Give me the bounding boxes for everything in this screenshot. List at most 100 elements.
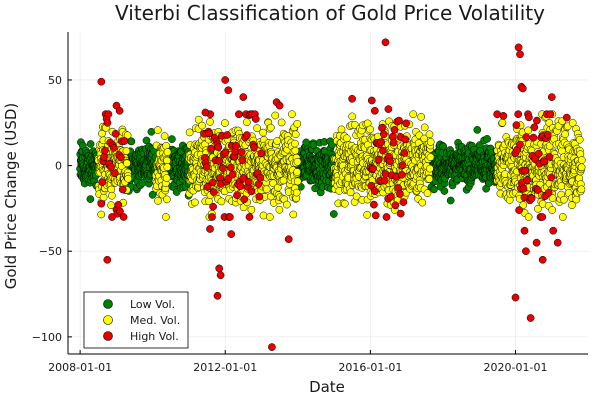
data-point xyxy=(275,205,284,214)
data-point xyxy=(162,213,170,221)
data-point xyxy=(97,199,106,208)
data-point xyxy=(251,115,260,123)
data-point xyxy=(163,195,171,204)
data-point xyxy=(207,144,215,153)
data-point xyxy=(516,50,524,59)
data-point xyxy=(399,198,408,206)
data-point xyxy=(426,138,435,146)
data-point xyxy=(201,108,210,117)
data-point xyxy=(115,106,124,115)
data-point xyxy=(512,121,521,129)
data-point xyxy=(97,77,106,86)
chart-title: Viterbi Classification of Gold Price Vol… xyxy=(115,1,545,25)
data-point xyxy=(223,131,232,139)
legend-marker xyxy=(103,315,113,325)
data-point xyxy=(363,210,371,219)
data-point xyxy=(291,139,299,148)
data-point xyxy=(401,135,410,144)
data-point xyxy=(397,170,406,179)
data-point xyxy=(547,93,556,101)
axes: 2008-01-01 2012-01-01 2016-01-01 2020-01-01… xyxy=(32,32,588,374)
data-point xyxy=(198,121,206,130)
data-point xyxy=(534,149,543,158)
data-point xyxy=(215,264,224,273)
data-point xyxy=(523,176,531,184)
data-point xyxy=(109,143,118,152)
data-point xyxy=(117,153,125,162)
data-point xyxy=(288,110,296,119)
data-point xyxy=(232,141,241,150)
data-point xyxy=(262,185,271,194)
data-point xyxy=(240,195,249,204)
data-point xyxy=(446,196,455,205)
data-point xyxy=(396,209,405,218)
data-point xyxy=(160,132,169,140)
data-point xyxy=(515,206,523,214)
data-point xyxy=(418,198,427,207)
data-point xyxy=(561,130,570,139)
data-point xyxy=(138,179,147,187)
data-point xyxy=(247,187,256,196)
legend-label: Low Vol. xyxy=(130,298,175,311)
data-point xyxy=(205,129,214,138)
data-point xyxy=(147,127,156,136)
data-point xyxy=(124,174,133,183)
data-point xyxy=(370,200,378,209)
data-point xyxy=(107,163,115,171)
data-point xyxy=(194,115,203,124)
data-point xyxy=(337,125,346,134)
data-point xyxy=(257,149,266,158)
x-tick-label: 2008-01-01 xyxy=(48,361,112,374)
data-point xyxy=(398,161,407,170)
data-point xyxy=(558,147,566,155)
data-point xyxy=(348,94,356,103)
data-point xyxy=(499,112,508,120)
data-point xyxy=(153,126,162,134)
data-point xyxy=(202,163,211,171)
data-point xyxy=(380,176,389,185)
y-tick-label: −100 xyxy=(32,331,62,344)
data-point xyxy=(185,128,194,137)
data-point xyxy=(518,84,527,93)
data-point xyxy=(293,177,302,186)
data-point xyxy=(549,226,558,235)
data-point xyxy=(302,138,311,147)
data-point xyxy=(379,146,387,155)
data-point xyxy=(409,110,418,119)
data-point xyxy=(191,198,199,207)
data-point xyxy=(529,133,538,142)
data-point xyxy=(483,135,491,143)
data-point xyxy=(562,113,571,122)
data-point xyxy=(293,168,301,176)
data-point xyxy=(218,164,227,173)
data-point xyxy=(340,199,349,208)
data-point xyxy=(227,230,236,238)
data-point xyxy=(514,43,523,52)
data-point xyxy=(390,126,399,134)
legend-marker xyxy=(103,331,113,341)
data-point xyxy=(209,178,217,187)
data-point xyxy=(396,190,404,198)
data-point xyxy=(473,126,482,134)
data-point xyxy=(226,213,234,221)
data-point xyxy=(236,182,245,191)
data-point xyxy=(103,118,112,127)
data-point xyxy=(209,188,218,196)
data-point xyxy=(217,197,226,206)
data-point xyxy=(381,170,390,178)
data-point xyxy=(374,155,383,164)
data-point xyxy=(242,118,251,127)
data-point xyxy=(525,113,533,122)
y-tick-label: −50 xyxy=(39,245,62,258)
data-point xyxy=(255,192,264,201)
data-point xyxy=(379,130,388,139)
data-point xyxy=(538,255,547,264)
data-point xyxy=(426,153,435,162)
data-point xyxy=(519,201,528,210)
data-point xyxy=(389,138,398,147)
data-point xyxy=(277,118,286,127)
data-point xyxy=(292,188,301,197)
data-point xyxy=(557,182,566,190)
legend-label: High Vol. xyxy=(130,330,179,343)
